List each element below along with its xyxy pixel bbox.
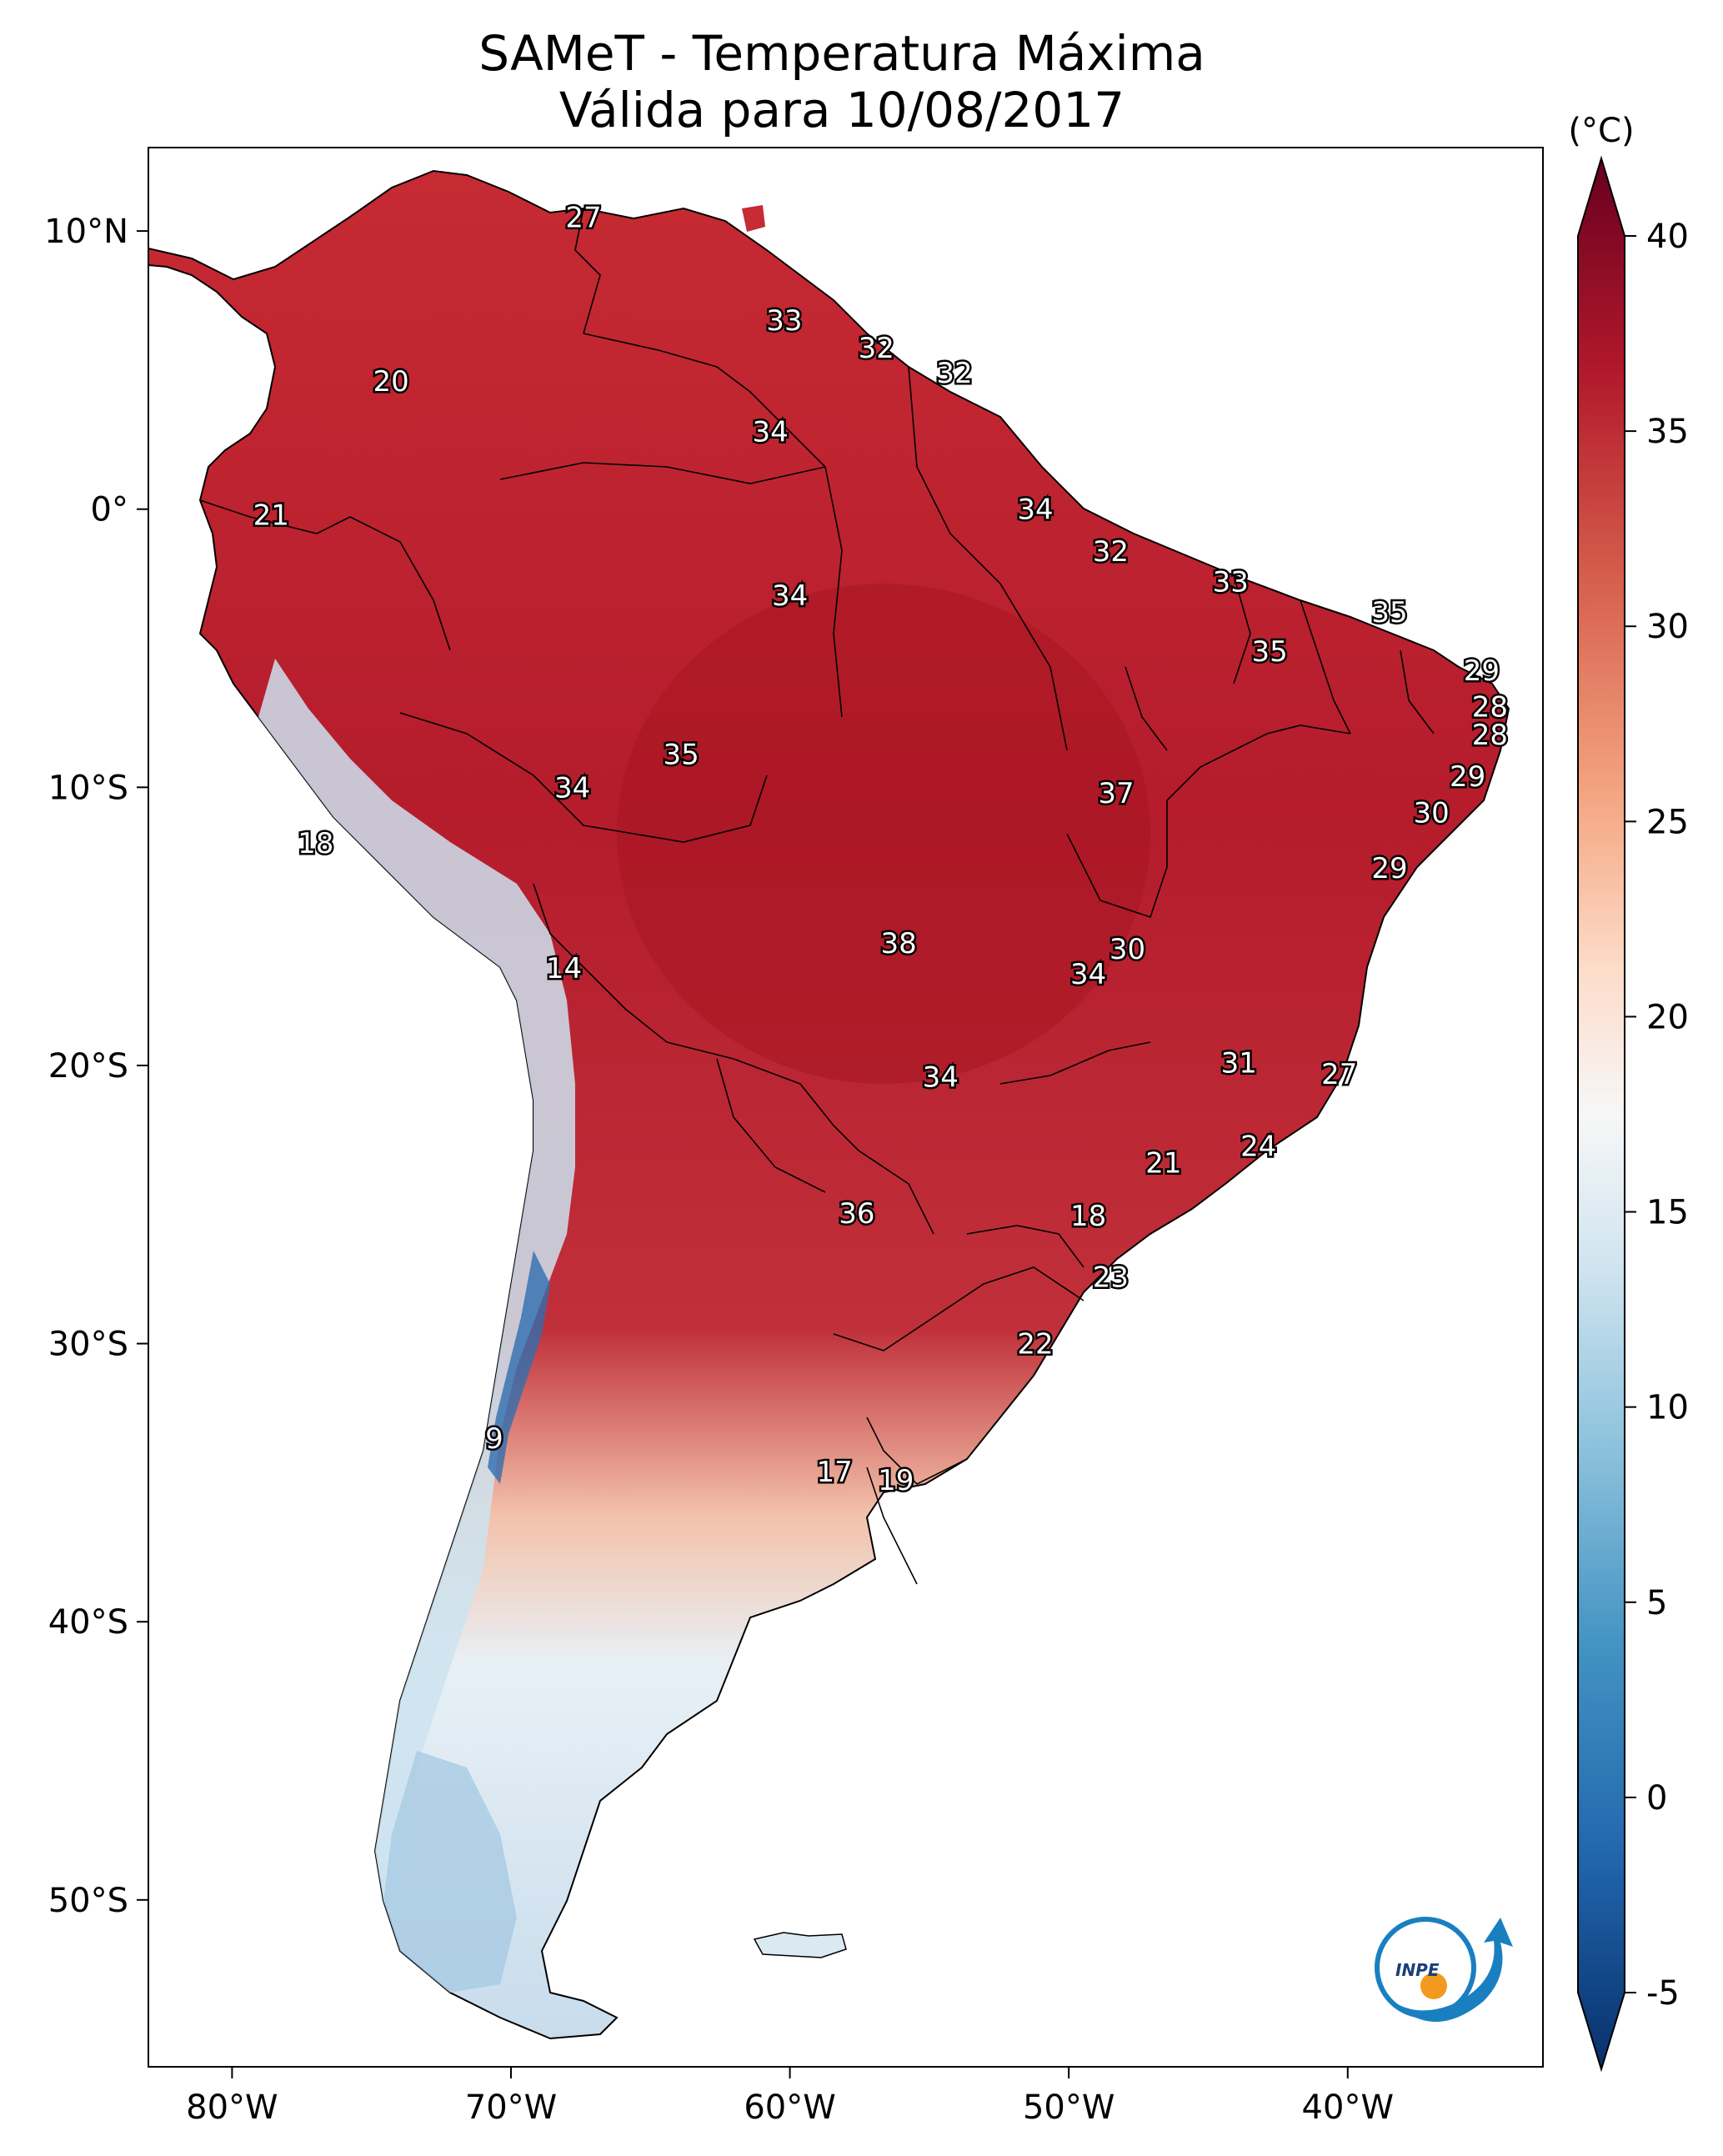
x-tick-label: 50°W <box>1023 2088 1114 2127</box>
map-title: SAMeT - Temperatura Máxima Válida para 1… <box>150 25 1534 138</box>
caribbean-islands <box>742 205 765 232</box>
city-value-label: 34 <box>772 579 808 613</box>
colorbar-tick-label: 40 <box>1646 218 1689 256</box>
city-value-label: 27 <box>1321 1058 1357 1091</box>
city-value-label: 38 <box>880 927 916 960</box>
country-borders <box>199 208 1435 1585</box>
south-america-landmass <box>148 169 1510 2040</box>
colorbar-bar <box>1577 155 1625 2073</box>
y-tick-label: 40°S <box>48 1603 128 1642</box>
city-value-label: 28 <box>1472 719 1508 752</box>
city-value-label: 37 <box>1098 777 1134 810</box>
colorbar-tick-label: 5 <box>1646 1584 1667 1622</box>
y-tick-label: 30°S <box>48 1326 128 1364</box>
colorbar-tick-label: 25 <box>1646 803 1689 841</box>
y-tick-label: 50°S <box>48 1882 128 1920</box>
x-tick-label: 40°W <box>1302 2088 1394 2127</box>
y-tick-label: 10°S <box>48 769 128 807</box>
city-value-label: 23 <box>1093 1261 1129 1295</box>
colorbar-tick-label: 10 <box>1646 1389 1689 1427</box>
city-value-label: 34 <box>1070 958 1106 991</box>
city-value-label: 34 <box>753 415 789 449</box>
colorbar-tick-label: 0 <box>1646 1779 1667 1818</box>
city-value-label: 30 <box>1414 796 1450 830</box>
city-value-label: 35 <box>1371 596 1407 629</box>
x-tick-label: 60°W <box>744 2088 835 2127</box>
colorbar-tick-label: 30 <box>1646 608 1689 646</box>
city-value-label: 31 <box>1221 1047 1257 1081</box>
colorbar-tick-label: 15 <box>1646 1194 1689 1232</box>
city-value-label: 30 <box>1109 933 1145 966</box>
city-value-label: 21 <box>253 499 289 532</box>
colorbar-tick-label: -5 <box>1646 1974 1680 2013</box>
logo-text: INPE <box>1395 1960 1440 1980</box>
colorbar-ticks: 40 35 30 25 20 15 10 5 0 -5 <box>1625 218 1689 2013</box>
city-value-label: 32 <box>1093 535 1129 569</box>
x-tick-label: 70°W <box>465 2088 557 2127</box>
city-value-label: 35 <box>1251 635 1287 669</box>
y-tick-label: 0° <box>91 491 128 529</box>
falkland-islands <box>753 1932 847 1958</box>
y-tick-label: 20°S <box>48 1047 128 1086</box>
x-tick-label: 80°W <box>186 2088 278 2127</box>
logo-orange-dot <box>1420 1973 1447 1999</box>
city-value-label: 19 <box>878 1464 914 1497</box>
city-value-label: 29 <box>1464 654 1500 688</box>
title-line-2: Válida para 10/08/2017 <box>558 82 1125 138</box>
city-value-label: 18 <box>1070 1200 1106 1233</box>
city-value-label: 33 <box>1213 565 1249 599</box>
hot-core-region <box>617 584 1150 1084</box>
title-line-1: SAMeT - Temperatura Máxima <box>478 25 1205 82</box>
map-frame <box>148 147 1544 2068</box>
city-value-label: 27 <box>565 201 601 234</box>
longitude-ticks: 80°W 70°W 60°W 50°W 40°W <box>186 2067 1394 2127</box>
colorbar: 40 35 30 25 20 15 10 5 0 -5 (°C) <box>1568 112 1689 2073</box>
city-value-label: 34 <box>554 771 590 805</box>
andes-deep-cold <box>488 1251 550 1484</box>
city-value-label: 22 <box>1017 1328 1053 1361</box>
city-value-label: 32 <box>859 332 894 365</box>
city-value-label: 35 <box>663 738 699 771</box>
city-value-label: 33 <box>766 304 802 338</box>
logo-swoosh-icon <box>1392 1918 1513 2022</box>
colorbar-tick-label: 20 <box>1646 998 1689 1036</box>
city-value-label: 28 <box>1472 691 1508 725</box>
city-value-label: 34 <box>1017 494 1053 527</box>
city-value-label: 18 <box>298 827 333 860</box>
patagonia-cold-zone <box>383 1751 517 1993</box>
latitude-ticks: 10°N 0° 10°S 20°S 30°S 40°S 50°S <box>44 213 148 1920</box>
city-value-label: 9 <box>485 1422 503 1456</box>
andes-cold-band <box>258 659 575 1918</box>
city-value-label: 29 <box>1450 760 1485 794</box>
city-value-label: 29 <box>1371 852 1407 885</box>
city-value-label: 32 <box>936 357 972 390</box>
city-value-label: 20 <box>373 365 408 399</box>
colorbar-tick-label: 35 <box>1646 413 1689 451</box>
city-value-label: 14 <box>546 952 582 985</box>
inpe-logo: INPE <box>1375 1917 1513 2022</box>
map-area <box>148 169 1510 2040</box>
city-value-label: 34 <box>923 1060 959 1094</box>
city-value-label: 17 <box>816 1456 852 1489</box>
colorbar-unit-label: (°C) <box>1568 112 1634 150</box>
city-value-label: 21 <box>1145 1147 1181 1181</box>
y-tick-label: 10°N <box>44 213 128 251</box>
city-value-label: 36 <box>839 1197 874 1231</box>
city-value-label: 24 <box>1240 1131 1276 1164</box>
